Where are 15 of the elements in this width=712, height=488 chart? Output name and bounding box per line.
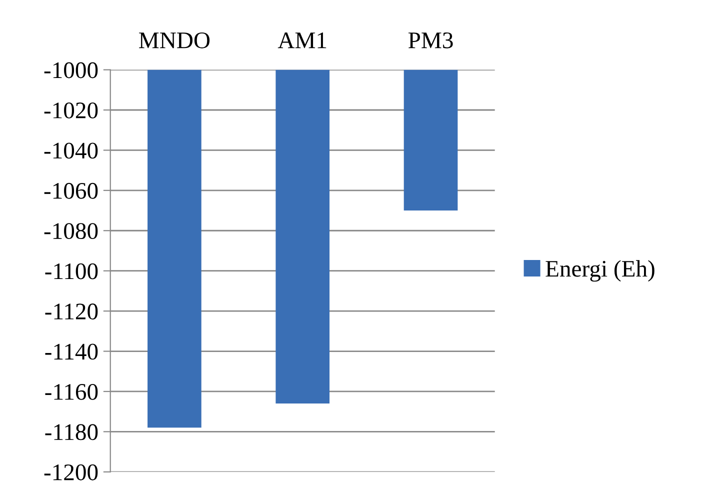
y-tick-label: -1180 [45,424,98,440]
legend-label: Energi (Eh) [546,260,654,282]
y-tick-label: -1020 [44,102,98,118]
y-tick-label: -1000 [44,62,98,78]
y-tick-label: -1040 [44,142,98,159]
y-tick-label: -1120 [45,304,98,320]
y-tick-label: -1200 [44,464,98,480]
x-tick-label: MNDO [139,32,210,48]
x-tick-label: AM1 [278,32,326,48]
y-tick-label: -1060 [44,182,98,199]
y-tick-label: -1100 [45,263,98,280]
y-tick-label: -1160 [45,384,98,400]
y-tick-label: -1140 [45,344,98,360]
x-tick-label: PM3 [408,32,453,48]
y-tick-label: -1080 [44,223,98,240]
